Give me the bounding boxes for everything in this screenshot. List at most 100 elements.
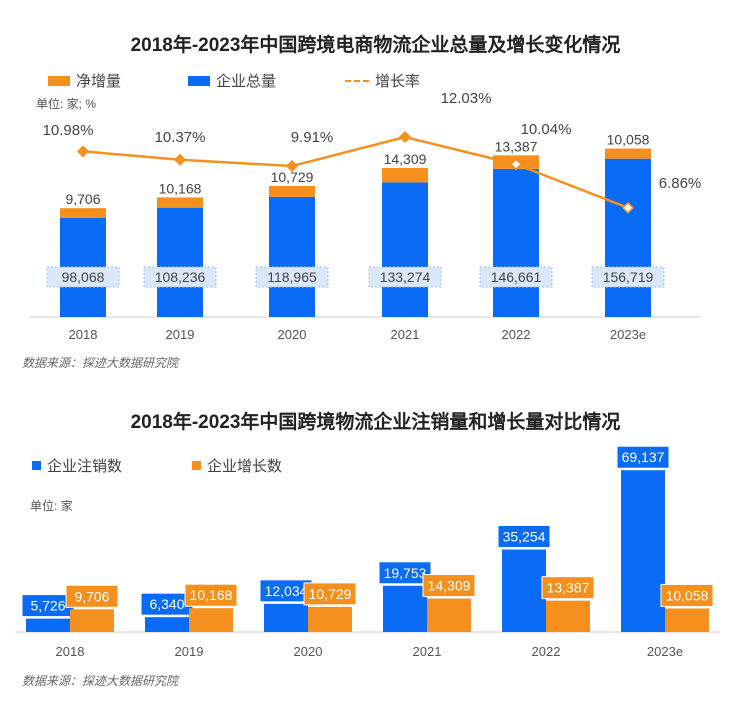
total-label: 146,661 xyxy=(491,269,542,285)
rate-label: 10.98% xyxy=(43,122,94,139)
legend-label: 企业增长数 xyxy=(207,458,283,475)
total-label: 118,965 xyxy=(267,269,317,285)
bar-cancellation xyxy=(26,618,70,632)
chart2-unit: 单位: 家 xyxy=(30,499,73,513)
bar-growth xyxy=(189,608,233,632)
value-label-box xyxy=(65,584,119,608)
chart1-unit: 单位: 家; % xyxy=(36,97,97,111)
x-tick-label: 2020 xyxy=(294,644,323,659)
rate-point-marker xyxy=(285,159,299,173)
chart2-legend-growth: 企业增长数 xyxy=(192,455,282,476)
bar-cancellation xyxy=(145,617,189,632)
x-tick-label: 2020 xyxy=(278,327,307,342)
bar-net xyxy=(157,197,203,208)
value-label-box xyxy=(303,582,357,606)
bar-total xyxy=(605,158,651,317)
x-tick-label: 2019 xyxy=(166,327,195,342)
value-label: 10,729 xyxy=(309,586,352,602)
chart1-legend-total: 企业总量 xyxy=(188,70,276,91)
legend-line xyxy=(345,79,369,82)
total-label: 98,068 xyxy=(62,269,105,285)
legend-swatch xyxy=(48,75,70,86)
total-label-box xyxy=(46,266,120,288)
x-tick-label: 2019 xyxy=(175,644,204,659)
value-label: 10,168 xyxy=(190,587,233,603)
rate-label: 10.37% xyxy=(155,129,206,146)
legend-label: 企业总量 xyxy=(216,73,277,90)
net-label: 14,309 xyxy=(384,151,427,167)
rate-label: 6.86% xyxy=(659,175,702,192)
legend-label: 增长率 xyxy=(375,73,421,90)
rate-point-marker xyxy=(76,145,90,158)
chart1-legend-net: 净增量 xyxy=(48,70,121,91)
x-tick-label: 2021 xyxy=(391,327,420,342)
bar-cancellation xyxy=(383,585,427,632)
total-label: 133,274 xyxy=(380,269,431,285)
bar-net xyxy=(60,208,106,218)
legend-swatch xyxy=(192,461,201,470)
value-label: 12,034 xyxy=(265,583,308,599)
value-label-box xyxy=(378,561,432,585)
value-label: 19,753 xyxy=(384,565,427,581)
total-label-box xyxy=(143,266,217,288)
total-label-box xyxy=(368,266,442,288)
x-tick-label: 2022 xyxy=(502,327,531,342)
legend-swatch xyxy=(32,461,41,470)
legend-label: 净增量 xyxy=(76,73,122,90)
rate-label: 9.91% xyxy=(291,129,334,146)
total-label: 108,236 xyxy=(155,269,206,285)
chart1-title: 2018年-2023年中国跨境电商物流企业总量及增长变化情况 xyxy=(130,35,621,56)
legend-label: 企业注销数 xyxy=(47,458,123,475)
value-label-box xyxy=(660,583,714,607)
net-label: 10,168 xyxy=(159,180,202,196)
bar-net xyxy=(382,167,428,183)
chart2-legend-cancel: 企业注销数 xyxy=(32,455,122,476)
value-label-box xyxy=(422,574,476,598)
total-label: 156,719 xyxy=(603,269,654,285)
bar-growth xyxy=(427,598,471,632)
bar-net xyxy=(269,186,315,197)
value-label: 35,254 xyxy=(503,529,546,545)
rate-point-marker xyxy=(509,158,523,171)
chart1-legend-rate: 增长率 xyxy=(345,70,420,91)
bar-total xyxy=(157,207,203,317)
x-tick-label: 2018 xyxy=(56,644,85,659)
value-label-box xyxy=(184,583,238,607)
bar-cancellation xyxy=(502,549,546,632)
chart2-source: 数据来源：探迹大数据研究院 xyxy=(22,674,179,688)
bar-total xyxy=(493,168,539,317)
total-label-box xyxy=(255,266,329,288)
bar-growth xyxy=(665,608,709,632)
total-label-box xyxy=(591,266,665,288)
value-label: 9,706 xyxy=(74,588,109,604)
growth-rate-line xyxy=(82,135,629,209)
rate-point-marker xyxy=(173,153,187,166)
net-label: 10,058 xyxy=(607,132,650,148)
x-tick-label: 2018 xyxy=(69,327,98,342)
bar-growth xyxy=(70,609,114,632)
value-label: 10,058 xyxy=(666,587,709,603)
rate-point-marker xyxy=(398,130,412,144)
x-tick-label: 2023e xyxy=(610,327,646,342)
value-label-box xyxy=(541,576,595,600)
legend-swatch xyxy=(188,75,210,86)
bar-total xyxy=(269,196,315,317)
rate-label: 12.03% xyxy=(441,90,492,107)
bar-growth xyxy=(308,606,352,632)
net-label: 13,387 xyxy=(495,138,538,154)
value-label: 5,726 xyxy=(30,598,65,614)
bar-net xyxy=(605,148,651,159)
bar-cancellation xyxy=(264,603,308,632)
value-label-box xyxy=(616,445,670,469)
value-label: 14,309 xyxy=(428,578,471,594)
chart2-title: 2018年-2023年中国跨境物流企业注销量和增长量对比情况 xyxy=(130,412,621,433)
total-label-box xyxy=(479,266,553,288)
bar-total xyxy=(382,182,428,317)
value-label: 69,137 xyxy=(622,449,665,465)
value-label: 6,340 xyxy=(149,596,184,612)
x-tick-label: 2023e xyxy=(647,644,683,659)
net-label: 9,706 xyxy=(65,191,100,207)
rate-label: 10.04% xyxy=(521,121,572,138)
